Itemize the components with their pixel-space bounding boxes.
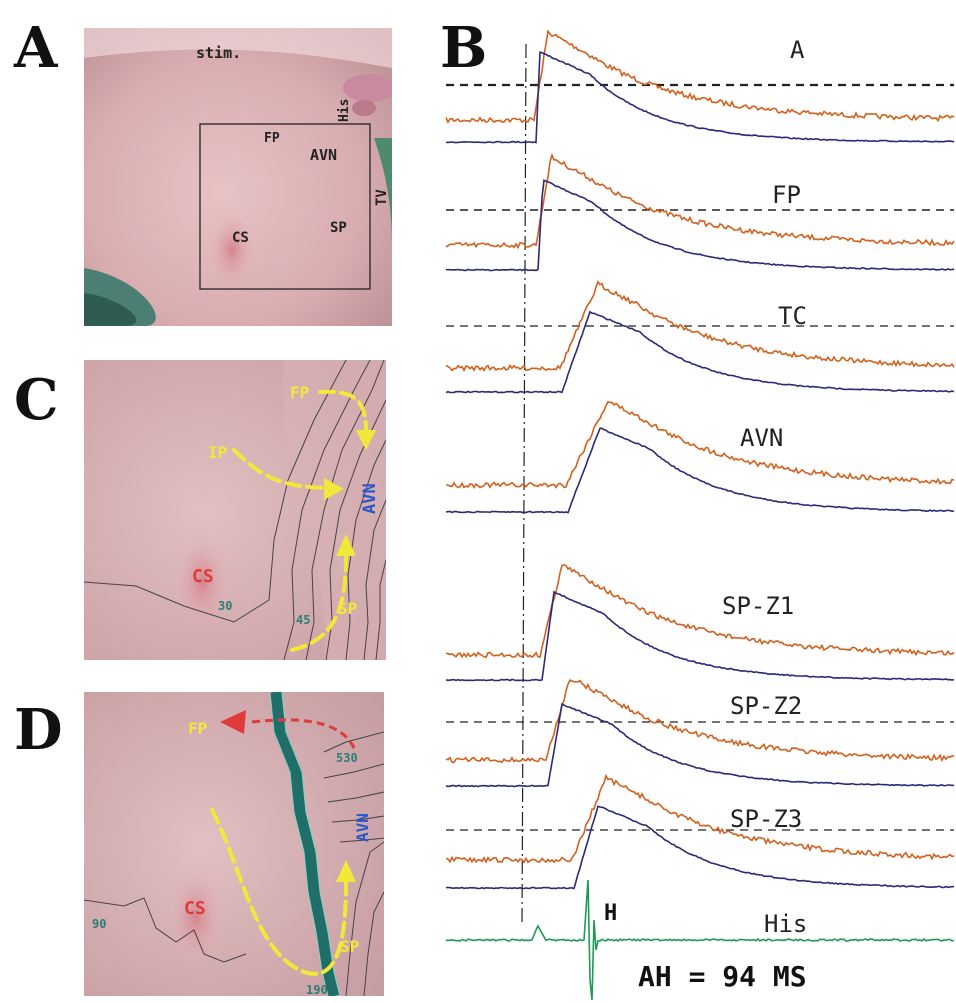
trace-label-tc: TC — [778, 302, 807, 330]
trace-blue-fp — [445, 179, 955, 272]
label-a-tv: TV — [374, 189, 390, 206]
trace-label-a: A — [790, 36, 805, 64]
panel-d-svg: FP AVN CS SP 530 90 190 — [84, 692, 384, 996]
panel-c-svg: FP IP AVN CS SP 30 45 — [84, 360, 386, 660]
trace-label-sp-z1: SP-Z1 — [722, 592, 794, 620]
ah-interval-text: AH = 94 MS — [638, 960, 807, 993]
trace-orange-spz1 — [445, 564, 955, 659]
label-a-sp: SP — [330, 220, 347, 236]
panel-a-svg: stim. His FP AVN TV CS SP — [84, 28, 392, 326]
label-a-stim: stim. — [196, 44, 241, 62]
panel-letter-b: B — [440, 15, 488, 81]
trace-orange-a — [445, 29, 955, 124]
panel-letter-c: C — [14, 367, 59, 433]
label-a-avn: AVN — [310, 146, 337, 164]
label-d-iso530: 530 — [336, 751, 358, 765]
trace-label-sp-z2: SP-Z2 — [730, 692, 802, 720]
panel-letter-a: A — [14, 15, 58, 81]
trace-orange-spz2 — [445, 679, 955, 764]
panel-c-photo: FP IP AVN CS SP 30 45 — [84, 360, 386, 660]
label-d-cs: CS — [184, 898, 206, 919]
label-d-fp: FP — [188, 719, 207, 738]
label-c-sp: SP — [338, 599, 357, 618]
label-c-iso30: 30 — [218, 599, 232, 613]
trace-blue-tc — [445, 310, 955, 394]
label-c-avn: AVN — [360, 483, 380, 514]
panel-d-photo: FP AVN CS SP 530 90 190 — [84, 692, 384, 996]
trace-label-his: His — [764, 910, 807, 938]
trace-label-avn: AVN — [740, 424, 783, 452]
trace-blue-spz3 — [445, 805, 955, 890]
trace-label-fp: FP — [772, 181, 801, 209]
trace-orange-spz3 — [445, 773, 955, 864]
label-d-sp: SP — [340, 937, 359, 956]
label-a-cs: CS — [232, 230, 249, 246]
label-c-ip: IP — [208, 443, 227, 462]
label-c-iso45: 45 — [296, 613, 310, 627]
label-c-fp: FP — [290, 383, 309, 402]
label-c-cs: CS — [192, 566, 214, 587]
trace-orange-fp — [445, 152, 955, 250]
label-a-fp: FP — [264, 131, 280, 146]
trace-orange-tc — [445, 280, 955, 373]
trace-label-sp-z3: SP-Z3 — [730, 805, 802, 833]
label-a-his: His — [337, 99, 352, 122]
trace-orange-avn — [445, 400, 955, 489]
trace-blue-spz1 — [445, 590, 955, 682]
label-d-iso90: 90 — [92, 917, 106, 931]
trace-his — [445, 879, 955, 1001]
panel-a-photo: stim. His FP AVN TV CS SP — [84, 28, 392, 326]
panel-letter-d: D — [14, 697, 63, 763]
trace-blue-a — [445, 51, 955, 144]
his-h-label: H — [604, 901, 617, 926]
trace-blue-spz2 — [445, 703, 955, 788]
trace-blue-avn — [445, 427, 955, 514]
label-d-avn: AVN — [353, 813, 372, 842]
label-d-iso190: 190 — [306, 983, 328, 996]
